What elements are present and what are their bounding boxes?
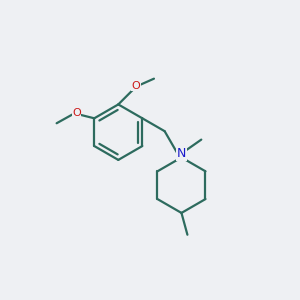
Text: O: O [72,108,81,118]
Text: O: O [132,81,140,91]
Text: N: N [177,147,186,160]
